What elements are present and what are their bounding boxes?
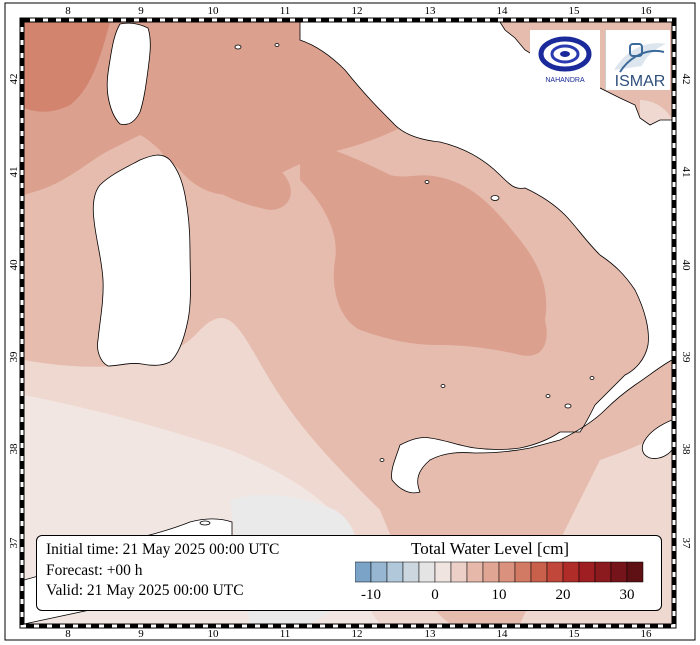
image-border bbox=[4, 2, 696, 641]
italy-mainland bbox=[290, 22, 672, 494]
lon-tick-label: 14 bbox=[497, 5, 509, 17]
ismar-logo: ISMAR bbox=[605, 30, 670, 90]
colorbar-title: Total Water Level [cm] bbox=[411, 539, 570, 558]
colorbar: -10 0 10 20 30 bbox=[355, 561, 644, 603]
info-panel: Initial time: 21 May 2025 00:00 UTC Fore… bbox=[36, 535, 662, 611]
lon-tick-label: 13 bbox=[425, 628, 437, 640]
colorbar-cell bbox=[610, 561, 628, 583]
colorbar-cell bbox=[450, 561, 468, 583]
island-lipari bbox=[564, 403, 572, 409]
colorbar-cells bbox=[355, 561, 644, 583]
sea-northwest-dark bbox=[24, 22, 110, 112]
colorbar-cell bbox=[578, 561, 596, 583]
lat-tick-label: 42 bbox=[8, 74, 20, 85]
colorbar-cell bbox=[530, 561, 548, 583]
ismar-wave-icon: ISMAR bbox=[614, 43, 666, 90]
island-ustica bbox=[440, 384, 446, 388]
colorbar-cell bbox=[626, 561, 644, 583]
lon-tick-label: 15 bbox=[569, 5, 581, 17]
map-frame bbox=[4, 2, 696, 641]
frame-inner bbox=[23, 21, 673, 625]
lon-tick-label: 15 bbox=[569, 628, 581, 640]
lon-tick-label: 14 bbox=[497, 628, 509, 640]
lat-tick-label: 37 bbox=[680, 538, 692, 550]
lon-ticks-top: 8 9 10 11 12 13 14 15 16 bbox=[65, 5, 652, 17]
lon-tick-label: 10 bbox=[208, 628, 220, 640]
lat-tick-label: 40 bbox=[8, 259, 20, 271]
colorbar-cell bbox=[514, 561, 532, 583]
lon-tick-label: 8 bbox=[65, 628, 71, 640]
lat-tick-label: 39 bbox=[680, 352, 692, 364]
colorbar-tick-label: 30 bbox=[620, 587, 635, 603]
colorbar-cell bbox=[355, 561, 372, 583]
island-elba bbox=[234, 44, 242, 50]
lat-tick-label: 37 bbox=[8, 537, 20, 549]
lat-ticks-left: 42 41 40 39 38 37 bbox=[8, 74, 20, 549]
lat-tick-label: 39 bbox=[8, 351, 20, 363]
nahandra-logo-text: NAHANDRA bbox=[545, 77, 585, 84]
island-ischia bbox=[490, 195, 500, 201]
lon-ticks-bottom: 8 9 10 11 12 13 14 15 16 bbox=[65, 628, 652, 640]
colorbar-cell bbox=[594, 561, 612, 583]
colorbar-cell bbox=[370, 561, 388, 583]
colorbar-labels: -10 0 10 20 30 bbox=[361, 587, 635, 603]
colorbar-tick-label: 0 bbox=[431, 587, 439, 603]
lat-tick-label: 38 bbox=[8, 443, 20, 455]
ismar-logo-text: ISMAR bbox=[615, 73, 666, 90]
colorbar-tick-label: -10 bbox=[361, 587, 381, 603]
colorbar-tick-label: 10 bbox=[492, 587, 507, 603]
frame-stripe bbox=[20, 18, 676, 628]
lat-tick-label: 41 bbox=[8, 167, 20, 178]
lon-tick-label: 11 bbox=[280, 628, 291, 640]
lon-tick-label: 12 bbox=[352, 5, 363, 17]
island-salina bbox=[545, 394, 551, 398]
colorbar-cell bbox=[466, 561, 484, 583]
lon-tick-label: 11 bbox=[280, 5, 291, 17]
island-lampedusa bbox=[199, 520, 211, 526]
lon-tick-label: 9 bbox=[138, 628, 144, 640]
sardinia bbox=[92, 154, 191, 367]
colorbar-cell bbox=[402, 561, 420, 583]
island-giglio bbox=[274, 43, 280, 47]
valid-time-label: Valid: 21 May 2025 00:00 UTC bbox=[46, 582, 244, 599]
nahandra-logo: NAHANDRA bbox=[530, 30, 600, 90]
colorbar-cell bbox=[498, 561, 516, 583]
lon-tick-label: 13 bbox=[425, 5, 437, 17]
lat-tick-label: 40 bbox=[680, 260, 692, 272]
sea-central-mid bbox=[300, 140, 547, 356]
colorbar-cell bbox=[482, 561, 500, 583]
colorbar-cell bbox=[546, 561, 564, 583]
lat-tick-label: 41 bbox=[680, 167, 692, 178]
lon-tick-label: 10 bbox=[208, 5, 220, 17]
sicily bbox=[641, 419, 672, 459]
lat-tick-label: 38 bbox=[680, 444, 692, 456]
forecast-label: Forecast: +00 h bbox=[46, 562, 143, 579]
island-egadi bbox=[379, 458, 385, 462]
colorbar-cell bbox=[562, 561, 580, 583]
island-stromboli bbox=[589, 376, 595, 380]
island-ponza bbox=[424, 180, 430, 184]
lat-ticks-right: 42 41 40 39 38 37 bbox=[680, 74, 692, 550]
colorbar-cell bbox=[386, 561, 404, 583]
lon-tick-label: 12 bbox=[352, 628, 363, 640]
colorbar-tick-label: 20 bbox=[556, 587, 571, 603]
lon-tick-label: 16 bbox=[641, 5, 653, 17]
frame-outer bbox=[19, 17, 677, 629]
colorbar-cell bbox=[434, 561, 452, 583]
lon-tick-label: 8 bbox=[65, 5, 71, 17]
initial-time-label: Initial time: 21 May 2025 00:00 UTC bbox=[46, 541, 280, 558]
nahandra-ring-icon: NAHANDRA bbox=[538, 36, 592, 84]
lat-tick-label: 42 bbox=[680, 74, 692, 85]
lon-tick-label: 16 bbox=[641, 628, 653, 640]
corsica bbox=[106, 22, 151, 125]
sea-tyrrhenian-mid bbox=[160, 146, 291, 210]
lon-tick-label: 9 bbox=[138, 5, 144, 17]
colorbar-cell bbox=[418, 561, 436, 583]
